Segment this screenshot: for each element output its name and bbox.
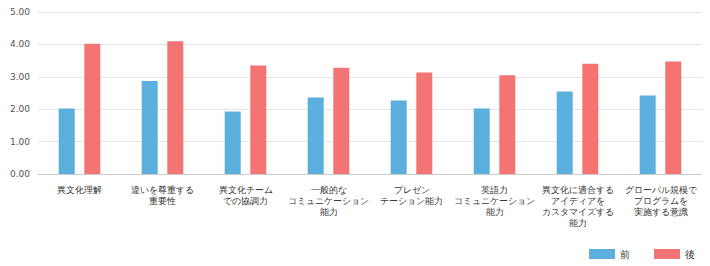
svg-text:5.00: 5.00 <box>10 7 30 17</box>
svg-text:1.00: 1.00 <box>10 137 30 147</box>
svg-text:能力: 能力 <box>569 218 587 228</box>
svg-text:能力: 能力 <box>320 207 338 217</box>
svg-text:異文化チーム: 異文化チーム <box>219 185 273 195</box>
svg-text:グローバル規模で: グローバル規模で <box>625 185 698 195</box>
svg-text:0.00: 0.00 <box>10 169 30 179</box>
svg-text:後: 後 <box>685 249 695 260</box>
svg-text:コミュニケーション: コミュニケーション <box>454 196 535 206</box>
svg-text:3.00: 3.00 <box>10 72 30 82</box>
svg-text:英語力: 英語力 <box>481 185 508 195</box>
svg-text:能力: 能力 <box>486 207 504 217</box>
svg-text:アイディアを: アイディアを <box>551 196 605 206</box>
svg-text:プログラムを: プログラムを <box>634 196 688 206</box>
svg-text:での協調力: での協調力 <box>223 196 268 206</box>
svg-text:前: 前 <box>620 249 630 260</box>
svg-text:2.00: 2.00 <box>10 104 30 114</box>
svg-text:テーション能力: テーション能力 <box>380 196 443 206</box>
svg-text:カスタマイズする: カスタマイズする <box>542 207 614 217</box>
svg-text:一般的な: 一般的な <box>311 185 347 195</box>
svg-text:異文化に適合する: 異文化に適合する <box>542 185 614 195</box>
svg-text:重要性: 重要性 <box>149 196 176 206</box>
svg-text:4.00: 4.00 <box>10 39 30 49</box>
svg-text:異文化理解: 異文化理解 <box>57 185 102 195</box>
svg-text:プレゼン: プレゼン <box>394 185 430 195</box>
svg-text:実施する意識: 実施する意識 <box>634 207 688 217</box>
svg-text:コミュニケーション: コミュニケーション <box>288 196 369 206</box>
svg-text:違いを尊重する: 違いを尊重する <box>131 185 194 195</box>
